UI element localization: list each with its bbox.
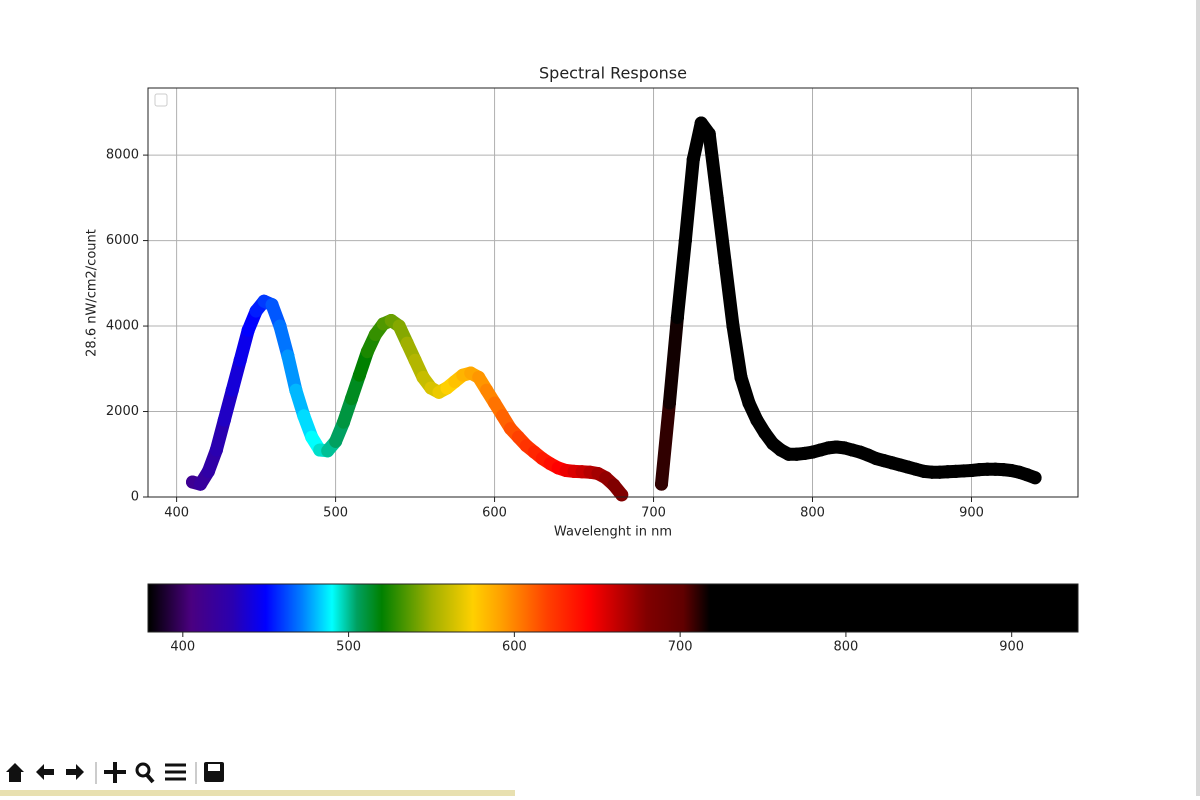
colorbar-tick-label: 600 <box>502 640 527 655</box>
data-point <box>615 488 628 501</box>
plot-area <box>148 88 1078 501</box>
colorbar-tick-label: 400 <box>170 640 195 655</box>
curve-segment <box>709 134 717 198</box>
x-tick-label: 500 <box>323 506 348 521</box>
curve-segment <box>677 241 685 318</box>
curve-segment <box>717 198 725 262</box>
colorbar-tick-label: 500 <box>336 640 361 655</box>
x-tick-label: 900 <box>959 506 984 521</box>
colorbar-tick-label: 800 <box>834 640 859 655</box>
toolbar[interactable] <box>0 756 232 790</box>
x-tick-label: 800 <box>800 506 825 521</box>
curve-segment <box>669 318 677 403</box>
taskbar-strip <box>0 790 515 796</box>
y-tick-label: 6000 <box>106 233 139 248</box>
curve-segment <box>725 262 733 326</box>
window-edge <box>1196 0 1200 796</box>
y-tick-label: 2000 <box>106 404 139 419</box>
curve-segment <box>733 326 741 377</box>
y-tick-label: 0 <box>131 490 139 505</box>
curve-segment <box>685 159 693 240</box>
x-tick-label: 400 <box>164 506 189 521</box>
x-tick-label: 700 <box>641 506 666 521</box>
axes-frame <box>148 88 1078 497</box>
data-point <box>1029 471 1042 484</box>
legend <box>155 94 167 106</box>
chart-title: Spectral Response <box>539 64 687 83</box>
save-icon-part <box>208 764 220 771</box>
y-tick-label: 8000 <box>106 148 139 163</box>
colorbar-tick-label: 700 <box>668 640 693 655</box>
y-axis-label: 28.6 nW/cm2/count <box>85 229 100 357</box>
x-axis-label: Wavelenght in nm <box>554 525 672 540</box>
colorbar-tick-label: 900 <box>999 640 1024 655</box>
colorbar <box>148 584 1078 632</box>
x-tick-label: 600 <box>482 506 507 521</box>
y-tick-label: 4000 <box>106 319 139 334</box>
curve-segment <box>661 403 669 484</box>
